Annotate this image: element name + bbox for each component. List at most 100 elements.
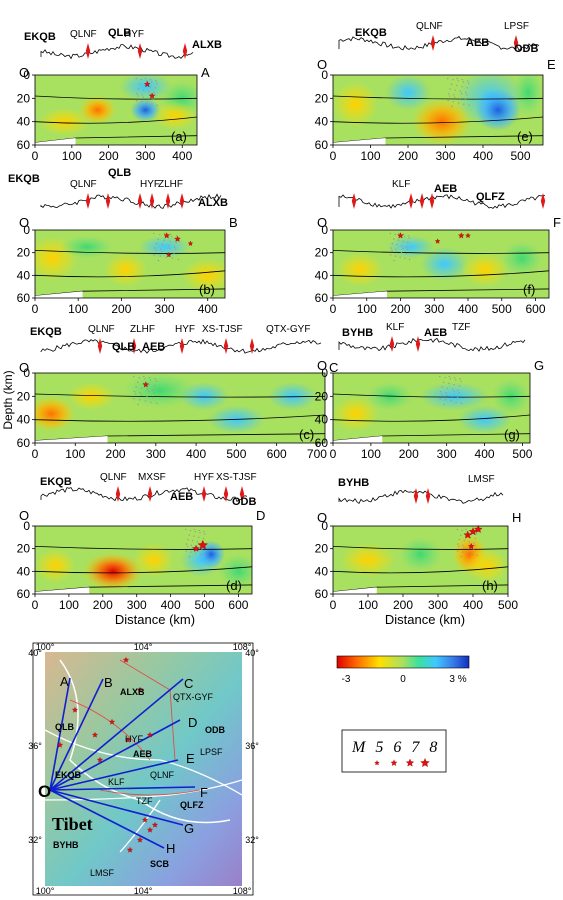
fault-marker (105, 193, 111, 209)
fault-label: QLNF (70, 29, 97, 40)
distance-tick-label: 300 (428, 598, 448, 612)
fault-marker (223, 486, 229, 502)
block-label: AEB (142, 341, 165, 353)
map-earthquake-star (146, 826, 154, 833)
fault-trace (99, 789, 201, 796)
seismicity-dot (185, 550, 187, 552)
seismicity-dot (161, 250, 163, 253)
fault-label: HYF (194, 472, 214, 483)
seismicity-dot (466, 87, 468, 89)
seismicity-dot (140, 394, 143, 396)
distance-tick-label: 100 (361, 447, 381, 461)
seismicity-dot (460, 555, 462, 558)
distance-tick-label: 300 (437, 447, 457, 461)
profile-line (49, 678, 184, 791)
velocity-anomaly (119, 75, 172, 101)
distance-tick-label: 0 (32, 598, 39, 612)
anomaly-group (333, 75, 543, 145)
seismicity-dot (473, 549, 475, 551)
seismicity-dot (473, 542, 475, 544)
seismicity-dot (449, 88, 451, 90)
depth-tick-label: 20 (315, 542, 329, 556)
map-lat-tick: 32° (28, 835, 42, 845)
fault-marker (179, 193, 185, 209)
earthquake-star (458, 232, 465, 239)
map-earthquake-star (136, 686, 144, 693)
velocity-anomaly (333, 396, 379, 432)
legend-star (420, 758, 430, 768)
seismicity-dot (403, 236, 406, 238)
seismicity-dot (201, 549, 203, 551)
fault-label: HYF (124, 29, 144, 40)
block-label: AEB (170, 491, 193, 503)
earthquake-star (468, 527, 478, 536)
anomaly-group (333, 528, 508, 594)
seismicity-dot (465, 528, 467, 531)
seismicity-dot (451, 395, 454, 398)
map-lon-tick: 100° (36, 886, 55, 896)
earthquake-star (397, 232, 404, 239)
velocity-anomaly (501, 241, 543, 276)
blank-corner (35, 587, 90, 594)
anomaly-group (35, 528, 252, 594)
seismicity-dot (193, 528, 196, 531)
fault-marker (351, 193, 357, 209)
depth-tick-label: 20 (17, 542, 31, 556)
legend-star (390, 759, 398, 766)
seismicity-dot (136, 92, 138, 95)
seismicity-dot (188, 534, 190, 536)
distance-tick-label: 0 (330, 447, 337, 461)
seismicity-dot (394, 255, 397, 257)
velocity-anomaly (138, 235, 191, 259)
block-boundary (45, 729, 242, 796)
moho-line (333, 566, 508, 574)
velocity-anomaly (411, 98, 472, 145)
depth-tick-label: 60 (315, 291, 329, 305)
seismicity-dot (391, 249, 393, 252)
seismicity-dot (202, 537, 205, 540)
seismicity-dot (141, 94, 143, 96)
distance-tick-label: 500 (195, 598, 215, 612)
seismicity-dot (133, 390, 136, 393)
seismicity-dot (199, 553, 202, 556)
depth-tick-label: 60 (17, 587, 31, 601)
seismicity-dot (396, 250, 398, 253)
blank-corner (35, 436, 108, 443)
velocity-anomaly (336, 252, 384, 287)
velocity-anomaly (420, 247, 468, 281)
map-block-label: BYHB (53, 840, 79, 850)
earthquake-star (197, 539, 208, 550)
seismicity-dot (457, 389, 459, 392)
velocity-anomaly (130, 98, 161, 122)
seismicity-dot (142, 96, 144, 98)
distance-tick-label: 400 (186, 447, 206, 461)
depth-tick-label: 0 (321, 223, 328, 237)
seismicity-dot (204, 554, 206, 557)
profile-line (49, 678, 104, 791)
seismicity-dot (460, 534, 462, 536)
profile-end-label: H (512, 510, 521, 525)
seismicity-dot (153, 385, 156, 387)
map-block-label: ODB (205, 725, 226, 735)
distance-tick-label: 100 (358, 598, 378, 612)
seismicity-dot (189, 529, 192, 532)
seismicity-dot (389, 232, 392, 235)
profile-line (49, 719, 181, 791)
topography-line (338, 35, 540, 51)
origin-label: O (317, 215, 327, 230)
fault-label: QLNF (416, 21, 443, 32)
seismicity-dot (171, 257, 174, 260)
map-profile-end-label: G (184, 821, 194, 836)
depth-tick-label: 20 (315, 91, 329, 105)
map-fault-label: QTX-GYF (173, 692, 214, 702)
seismicity-dot (153, 254, 155, 256)
seismicity-dot (137, 381, 139, 384)
distance-tick-label: 100 (360, 149, 380, 163)
seismicity-dot (191, 546, 194, 549)
moho-line (333, 116, 543, 124)
fault-marker (182, 43, 188, 59)
block-label: AEB (424, 327, 447, 339)
